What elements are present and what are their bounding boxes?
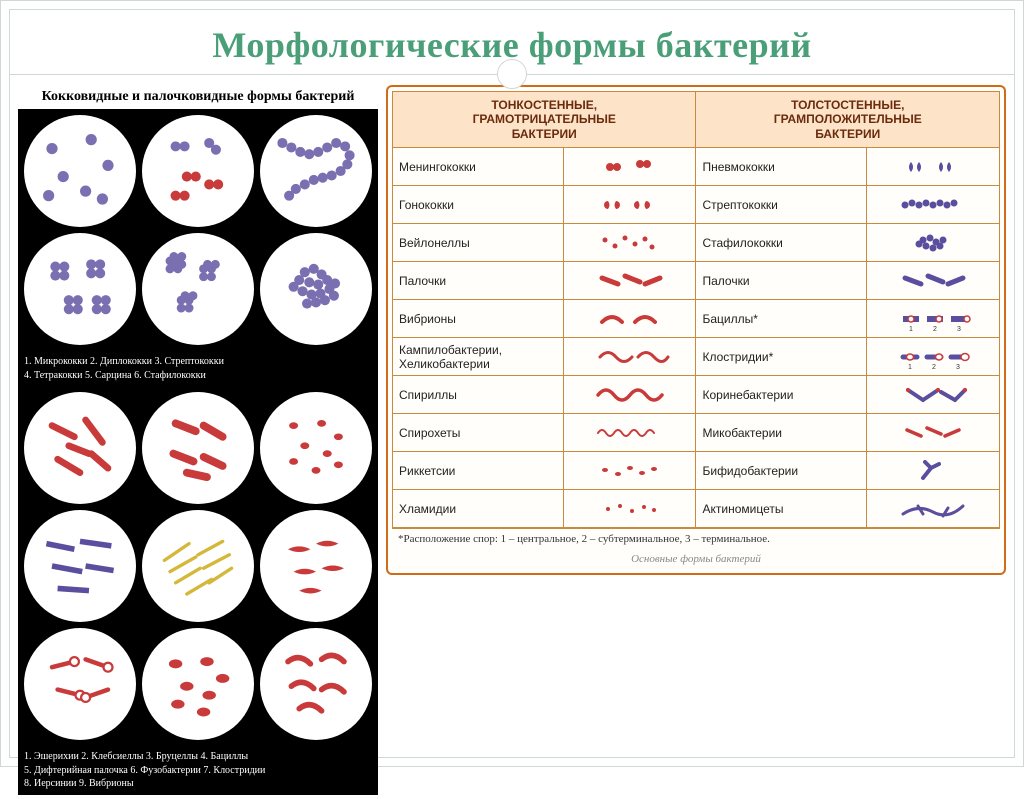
- pos-shape-icon: [867, 148, 1000, 186]
- svg-text:3: 3: [957, 326, 961, 333]
- dish-sarcina: 5: [142, 233, 254, 345]
- top-dish-grid: 1 2 3 4 5: [18, 109, 378, 351]
- header-gram-positive: ТОЛСТОСТЕННЫЕ, ГРАМПОЛОЖИТЕЛЬНЫЕ БАКТЕРИ…: [696, 92, 1000, 148]
- left-panel-heading: Кокковидные и палочковидные формы бактер…: [18, 85, 378, 109]
- neg-name: Спирохеты: [393, 414, 564, 452]
- svg-text:3: 3: [956, 364, 960, 371]
- pos-shape-icon: [867, 490, 1000, 528]
- bottom-dish-grid: 1 2 3 4 5 6: [18, 386, 378, 746]
- table-row: Вейлонеллы Стафилококки: [393, 224, 1000, 262]
- left-panel: Кокковидные и палочковидные формы бактер…: [18, 85, 378, 795]
- dish-diplococci: 2: [142, 115, 254, 227]
- table-row: Спириллы Коринебактерии: [393, 376, 1000, 414]
- content-row: Кокковидные и палочковидные формы бактер…: [10, 81, 1014, 799]
- pos-name: Палочки: [696, 262, 867, 300]
- neg-name: Кампилобактерии, Хеликобактерии: [393, 338, 564, 376]
- dish-streptococci: 3: [260, 115, 372, 227]
- title-underline: [10, 74, 1014, 75]
- dish-fusobacteria: 6: [260, 510, 372, 622]
- pos-shape-icon: [867, 414, 1000, 452]
- pos-name: Бациллы*: [696, 300, 867, 338]
- dish-yersinia: 8: [142, 628, 254, 740]
- svg-text:1: 1: [908, 364, 912, 371]
- table-row: Кампилобактерии, Хеликобактерии Клостриди…: [393, 338, 1000, 376]
- dish-staphylococci: 6: [260, 233, 372, 345]
- svg-text:1: 1: [909, 326, 913, 333]
- dish-brucella: 3: [260, 392, 372, 504]
- neg-shape-icon: [563, 490, 696, 528]
- neg-shape-icon: [563, 300, 696, 338]
- pos-shape-icon: 1 2 3: [867, 338, 1000, 376]
- neg-shape-icon: [563, 186, 696, 224]
- neg-name: Гонококки: [393, 186, 564, 224]
- slide-frame: Морфологические формы бактерий Кокковидн…: [0, 0, 1024, 767]
- neg-shape-icon: [563, 376, 696, 414]
- pos-shape-icon: [867, 224, 1000, 262]
- title-row: Морфологические формы бактерий: [10, 10, 1014, 81]
- neg-shape-icon: [563, 224, 696, 262]
- neg-shape-icon: [563, 452, 696, 490]
- pos-shape-icon: [867, 452, 1000, 490]
- pos-name: Клостридии*: [696, 338, 867, 376]
- dish-bacillus: 4: [24, 510, 136, 622]
- table-row: Гонококки Стрептококки: [393, 186, 1000, 224]
- table-row: Риккетсии Бифидобактерии: [393, 452, 1000, 490]
- pos-name: Микобактерии: [696, 414, 867, 452]
- title-loop-icon: [497, 59, 527, 89]
- pos-shape-icon: [867, 186, 1000, 224]
- dish-tetracocci: 4: [24, 233, 136, 345]
- pos-shape-icon: 1 2 3: [867, 300, 1000, 338]
- pos-name: Стрептококки: [696, 186, 867, 224]
- right-panel: ТОНКОСТЕННЫЕ, ГРАМОТРИЦАТЕЛЬНЫЕ БАКТЕРИИ…: [386, 85, 1006, 575]
- bacteria-table: ТОНКОСТЕННЫЕ, ГРАМОТРИЦАТЕЛЬНЫЕ БАКТЕРИИ…: [392, 91, 1000, 528]
- svg-text:2: 2: [932, 364, 936, 371]
- neg-name: Вибрионы: [393, 300, 564, 338]
- top-legend: 1. Микрококки 2. Диплококки 3. Стрептоко…: [18, 351, 378, 386]
- svg-text:2: 2: [933, 326, 937, 333]
- pos-name: Коринебактерии: [696, 376, 867, 414]
- pos-name: Бифидобактерии: [696, 452, 867, 490]
- dish-klebsiella: 2: [142, 392, 254, 504]
- neg-name: Менингококки: [393, 148, 564, 186]
- inner-frame: Морфологические формы бактерий Кокковидн…: [9, 9, 1015, 758]
- pos-shape-icon: [867, 376, 1000, 414]
- table-row: Хламидии Актиномицеты: [393, 490, 1000, 528]
- footnote: *Расположение спор: 1 – центральное, 2 –…: [392, 528, 1000, 549]
- bottom-legend: 1. Эшерихии 2. Клебсиеллы 3. Бруцеллы 4.…: [18, 746, 378, 795]
- pos-shape-icon: [867, 262, 1000, 300]
- pos-name: Актиномицеты: [696, 490, 867, 528]
- dish-clostridium: 7: [24, 628, 136, 740]
- neg-shape-icon: [563, 414, 696, 452]
- neg-name: Палочки: [393, 262, 564, 300]
- pos-name: Стафилококки: [696, 224, 867, 262]
- table-row: Спирохеты Микобактерии: [393, 414, 1000, 452]
- neg-name: Спириллы: [393, 376, 564, 414]
- neg-name: Риккетсии: [393, 452, 564, 490]
- dish-micrococci: 1: [24, 115, 136, 227]
- table-row: Вибрионы Бациллы* 1 2 3: [393, 300, 1000, 338]
- table-row: Менингококки Пневмококки: [393, 148, 1000, 186]
- table-row: Палочки Палочки: [393, 262, 1000, 300]
- dish-vibrio: 9: [260, 628, 372, 740]
- neg-shape-icon: [563, 262, 696, 300]
- header-gram-negative: ТОНКОСТЕННЫЕ, ГРАМОТРИЦАТЕЛЬНЫЕ БАКТЕРИИ: [393, 92, 696, 148]
- neg-shape-icon: [563, 148, 696, 186]
- dish-escherichia: 1: [24, 392, 136, 504]
- pos-name: Пневмококки: [696, 148, 867, 186]
- neg-name: Вейлонеллы: [393, 224, 564, 262]
- table-header-row: ТОНКОСТЕННЫЕ, ГРАМОТРИЦАТЕЛЬНЫЕ БАКТЕРИИ…: [393, 92, 1000, 148]
- neg-shape-icon: [563, 338, 696, 376]
- neg-name: Хламидии: [393, 490, 564, 528]
- caption: Основные формы бактерий: [392, 549, 1000, 569]
- dish-diphtheria: 5: [142, 510, 254, 622]
